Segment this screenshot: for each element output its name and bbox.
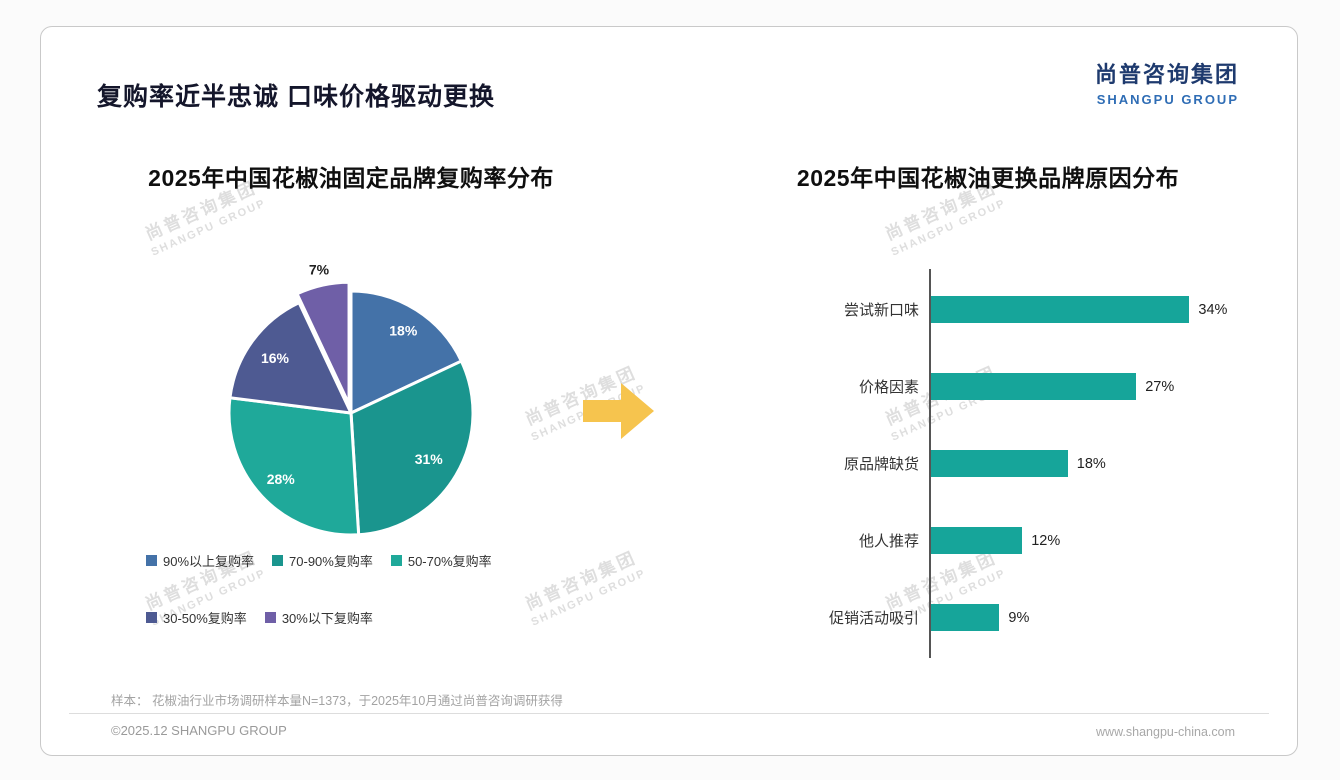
slide-card: 复购率近半忠诚 口味价格驱动更换 尚普咨询集团 SHANGPU GROUP 20… — [40, 26, 1298, 756]
footer-divider — [69, 713, 1269, 714]
footer-website: www.shangpu-china.com — [1096, 725, 1235, 739]
legend-label: 30-50%复购率 — [163, 611, 247, 626]
legend-marker — [146, 555, 157, 566]
bar-row: 促销活动吸引 9% — [701, 579, 1275, 656]
pie-value-label: 18% — [389, 323, 418, 339]
legend-item: 30-50%复购率 — [146, 608, 247, 627]
bar-category-label: 促销活动吸引 — [828, 610, 919, 627]
pie-value-label: 16% — [261, 350, 290, 366]
bar-area: 34% — [931, 296, 1227, 323]
bar-chart-section: 2025年中国花椒油更换品牌原因分布 尝试新口味 34% 价格因素 27% 原品牌缺货 1… — [701, 159, 1275, 658]
pie-slice-3 — [228, 301, 353, 415]
pie-legend: 90%以上复购率 70-90%复购率 50-70%复购率 30-50%复购率 30%以下… — [146, 551, 616, 627]
bar-category-label: 原品牌缺货 — [843, 456, 919, 473]
bar — [931, 604, 1000, 631]
pie-chart-section: 2025年中国花椒油固定品牌复购率分布 18% 31% 28% 16% 7% 90%以上… — [61, 159, 641, 627]
bar — [931, 450, 1068, 477]
legend-item: 50-70%复购率 — [390, 551, 492, 570]
bar-area: 12% — [931, 527, 1060, 554]
pie-chart-title: 2025年中国花椒油固定品牌复购率分布 — [148, 165, 554, 191]
legend-label: 70-90%复购率 — [289, 554, 373, 569]
bar-area: 18% — [931, 450, 1106, 477]
pie-value-label: 28% — [267, 471, 296, 487]
bar-row: 价格因素 27% — [701, 348, 1275, 425]
arrow-right-shape — [583, 383, 654, 439]
bar-chart-title: 2025年中国花椒油更换品牌原因分布 — [796, 165, 1180, 191]
bar — [931, 296, 1190, 323]
bar-category-label: 尝试新口味 — [843, 302, 919, 319]
company-logo: 尚普咨询集团 SHANGPU GROUP — [1095, 57, 1239, 107]
footer-copyright: ©2025.12 SHANGPU GROUP — [111, 723, 287, 738]
legend-label: 90%以上复购率 — [163, 554, 255, 569]
pie-chart: 18% 31% 28% 16% 7% — [227, 262, 475, 537]
pie-slice-0 — [349, 289, 463, 415]
bar-row: 他人推荐 12% — [701, 502, 1275, 579]
legend-label: 30%以下复购率 — [281, 611, 373, 626]
bar-value-label: 34% — [1198, 301, 1228, 318]
logo-cn-text: 尚普咨询集团 — [1094, 62, 1239, 87]
pie-value-label: 31% — [415, 451, 444, 467]
arrow-right-icon — [583, 381, 655, 446]
bar-category-label: 价格因素 — [858, 379, 919, 396]
legend-marker — [146, 612, 157, 623]
legend-marker — [264, 612, 276, 623]
legend-marker — [390, 555, 402, 566]
bar-area: 9% — [931, 604, 1029, 631]
bar-value-label: 9% — [1008, 609, 1030, 626]
sample-note: 样本： 花椒油行业市场调研样本量N=1373，于2025年10月通过尚普咨询调研… — [111, 694, 563, 708]
legend-marker — [272, 555, 284, 566]
bar-value-label: 27% — [1145, 378, 1175, 395]
legend-label: 50-70%复购率 — [407, 554, 492, 569]
bar-axis-line — [929, 269, 931, 658]
bar-row: 尝试新口味 34% — [701, 271, 1275, 348]
pie-value-label: 7% — [309, 262, 330, 278]
pie-slice-2 — [227, 396, 361, 537]
bar-row: 原品牌缺货 18% — [701, 425, 1275, 502]
legend-item: 90%以上复购率 — [146, 551, 254, 570]
bar-chart-rows: 尝试新口味 34% 价格因素 27% 原品牌缺货 18% 他人推荐 12% 促销活动吸引 9% — [701, 269, 1275, 658]
bar-category-label: 他人推荐 — [858, 533, 919, 550]
pie-slice-4 — [295, 280, 351, 406]
bar — [931, 527, 1023, 554]
bar-area: 27% — [931, 373, 1174, 400]
logo-en-text: SHANGPU GROUP — [1096, 92, 1239, 107]
legend-item: 30%以下复购率 — [264, 608, 373, 627]
bar-value-label: 18% — [1076, 455, 1106, 472]
legend-item: 70-90%复购率 — [272, 551, 373, 570]
page-title: 复购率近半忠诚 口味价格驱动更换 — [97, 83, 495, 111]
bar-value-label: 12% — [1031, 532, 1061, 549]
bar — [931, 373, 1137, 400]
pie-slice-1 — [349, 359, 475, 537]
